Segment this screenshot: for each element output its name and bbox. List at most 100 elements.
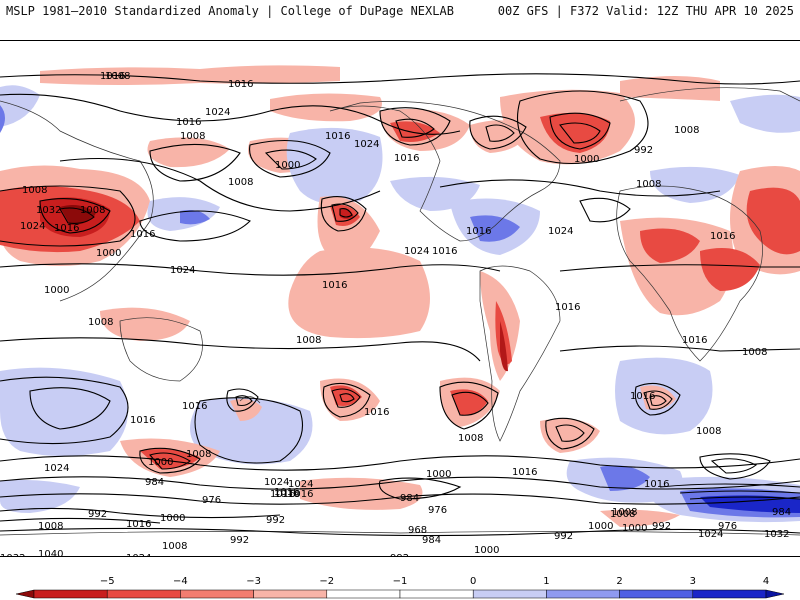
isobar-label: 1024	[20, 221, 45, 232]
isobar-label: 1016	[466, 226, 491, 237]
isobar-label: 1016	[432, 246, 457, 257]
isobar-label: 1032	[36, 205, 61, 216]
colorbar-tick-label: 3	[690, 576, 696, 587]
isobar-label: 1000	[588, 521, 613, 532]
isobar-label: 1016	[512, 467, 537, 478]
isobar-label: 992	[230, 535, 249, 546]
isobar-label: 1032	[0, 553, 25, 556]
isobar-label: 984	[145, 477, 164, 488]
isobar-label: 1008	[296, 335, 321, 346]
isobar-label: 992	[88, 509, 107, 520]
colorbar-tick-label: 0	[470, 576, 476, 587]
anomaly-shading	[0, 65, 800, 527]
colorbar-tick-label: 1	[543, 576, 549, 587]
isobar-label: 984	[400, 493, 419, 504]
model-run-info: 00Z GFS | F372 Valid: 12Z THU APR 10 202…	[497, 4, 794, 18]
map-panel[interactable]: 1008 1016 1024 1016 1008 1016 1024 1016 …	[0, 40, 800, 557]
colorbar-bin	[692, 589, 767, 599]
isobar-label: 1008	[674, 125, 699, 136]
isobar-label: 1008	[742, 347, 767, 358]
isobar-label: 1008	[162, 541, 187, 552]
isobar-label: 1016	[364, 407, 389, 418]
isobar-label: 1008	[180, 131, 205, 142]
isobar-label: 1008	[88, 317, 113, 328]
isobar-label: 1016	[322, 280, 347, 291]
isobar-label: 1024	[44, 463, 69, 474]
colorbar-bin	[180, 589, 254, 599]
isobar-label: 1016	[644, 479, 669, 490]
isobar-label: 1008	[696, 426, 721, 437]
isobar-label: 1016	[274, 489, 299, 500]
isobar-label: 1016	[126, 519, 151, 530]
isobar-label: 1024	[264, 477, 289, 488]
isobar-label: 1008	[186, 449, 211, 460]
isobar-label: 1000	[160, 513, 185, 524]
colorbar-tick-label: −5	[100, 576, 115, 587]
isobar-labels: 1008 1016 1024 1016 1008 1016 1024 1016 …	[0, 71, 791, 556]
isobar-label: 984	[772, 507, 791, 518]
isobar-label: 1008	[80, 205, 105, 216]
isobar-label: 1024	[404, 246, 429, 257]
isobar-label: 1024	[354, 139, 379, 150]
isobar-label: 1008	[458, 433, 483, 444]
colorbar-arrow-high	[765, 589, 785, 599]
isobar-label: 1024	[288, 479, 313, 490]
isobar-label: 992	[390, 553, 409, 556]
isobar-label: 992	[554, 531, 573, 542]
coastlines	[0, 87, 800, 536]
colorbar-tick-label: −3	[246, 576, 261, 587]
isobar-label: 992	[652, 521, 671, 532]
isobar-label: 1008	[612, 507, 637, 518]
isobar-label: 992	[634, 145, 653, 156]
colorbar-tick-label: 2	[616, 576, 622, 587]
isobar-label: 1032	[764, 529, 789, 540]
mslp-anomaly-map[interactable]: 1008 1016 1024 1016 1008 1016 1024 1016 …	[0, 41, 800, 556]
isobar-label: 1008	[228, 177, 253, 188]
isobar-label: 1016	[288, 489, 313, 500]
isobar-label: 1024	[126, 553, 151, 556]
colorbar: −5−4−3−2−1012345	[15, 576, 785, 599]
isobar-label: 968	[408, 525, 427, 536]
isobar-label: 1008	[105, 71, 130, 82]
isobar-label: 1008	[22, 185, 47, 196]
colorbar-bin	[253, 589, 328, 599]
isobar-label: 1016	[270, 489, 295, 500]
isobar-label: 1000	[426, 469, 451, 480]
isobar-label: 1016	[682, 335, 707, 346]
colorbar-bins	[15, 589, 785, 599]
isobar-label: 1000	[275, 160, 300, 171]
isobar-label: 1008	[610, 509, 635, 520]
isobar-label: 1000	[96, 248, 121, 259]
isobar-label: 992	[266, 515, 285, 526]
isobar-label: 976	[718, 521, 737, 532]
isobar-label: 1016	[710, 231, 735, 242]
colorbar-bin	[472, 589, 547, 599]
isobar-label: 1024	[205, 107, 230, 118]
isobar-label: 1016	[176, 117, 201, 128]
isobar-label: 1016	[130, 415, 155, 426]
isobar-label: 1016	[555, 302, 580, 313]
colorbar-bin	[619, 589, 694, 599]
isobar-label: 1016	[182, 401, 207, 412]
isobar-label: 1016	[325, 131, 350, 142]
colorbar-tick-label: −2	[319, 576, 334, 587]
isobar-label: 1040	[38, 549, 63, 556]
isobar-label: 1000	[622, 523, 647, 534]
isobar-label: 1016	[630, 391, 655, 402]
colorbar-tick-labels: −5−4−3−2−1012345	[100, 576, 769, 587]
isobar-label: 1024	[698, 529, 723, 540]
colorbar-bin	[399, 589, 474, 599]
isobar-contours	[0, 73, 800, 537]
isobar-label: 1000	[44, 285, 69, 296]
isobar-label: 976	[428, 505, 447, 516]
colorbar-bin	[33, 589, 108, 599]
isobar-label: 1016	[130, 229, 155, 240]
colorbar-tick-label: 4	[763, 576, 769, 587]
isobar-label: 1008	[38, 521, 63, 532]
isobar-label: 1024	[170, 265, 195, 276]
isobar-label: 1016	[54, 223, 79, 234]
isobar-label: 1000	[574, 154, 599, 165]
isobar-label: 1016	[100, 71, 125, 82]
isobar-label: 1016	[394, 153, 419, 164]
colorbar-bin	[326, 589, 401, 599]
